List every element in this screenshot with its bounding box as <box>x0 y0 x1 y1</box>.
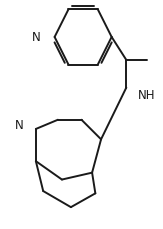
Text: N: N <box>15 118 24 131</box>
Text: NH: NH <box>138 89 155 101</box>
Text: N: N <box>31 31 40 44</box>
